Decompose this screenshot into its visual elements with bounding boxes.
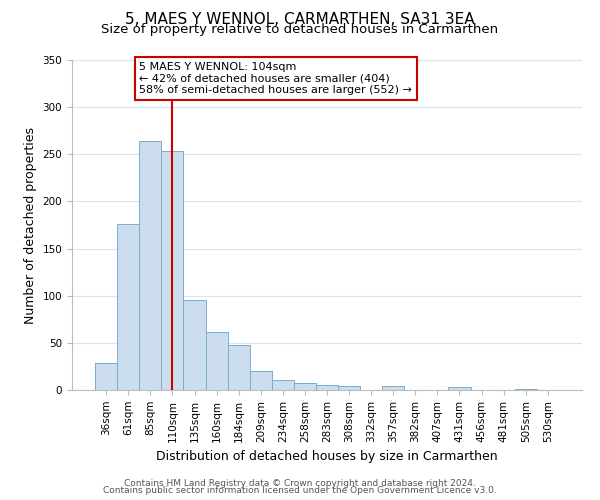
Text: 5 MAES Y WENNOL: 104sqm
← 42% of detached houses are smaller (404)
58% of semi-d: 5 MAES Y WENNOL: 104sqm ← 42% of detache… [139, 62, 412, 95]
Bar [161, 150, 184, 390]
Bar [227, 344, 250, 390]
Bar [272, 380, 294, 390]
Bar [448, 387, 470, 390]
Bar [382, 386, 404, 390]
Text: Size of property relative to detached houses in Carmarthen: Size of property relative to detached ho… [101, 22, 499, 36]
Text: Contains HM Land Registry data © Crown copyright and database right 2024.: Contains HM Land Registry data © Crown c… [124, 478, 476, 488]
X-axis label: Distribution of detached houses by size in Carmarthen: Distribution of detached houses by size … [156, 450, 498, 463]
Bar [117, 224, 139, 390]
Bar [95, 362, 117, 390]
Bar [515, 389, 537, 390]
Bar [184, 300, 206, 390]
Bar [338, 386, 360, 390]
Y-axis label: Number of detached properties: Number of detached properties [24, 126, 37, 324]
Bar [294, 384, 316, 390]
Bar [316, 386, 338, 390]
Bar [250, 371, 272, 390]
Text: Contains public sector information licensed under the Open Government Licence v3: Contains public sector information licen… [103, 486, 497, 495]
Text: 5, MAES Y WENNOL, CARMARTHEN, SA31 3EA: 5, MAES Y WENNOL, CARMARTHEN, SA31 3EA [125, 12, 475, 28]
Bar [139, 141, 161, 390]
Bar [206, 332, 227, 390]
